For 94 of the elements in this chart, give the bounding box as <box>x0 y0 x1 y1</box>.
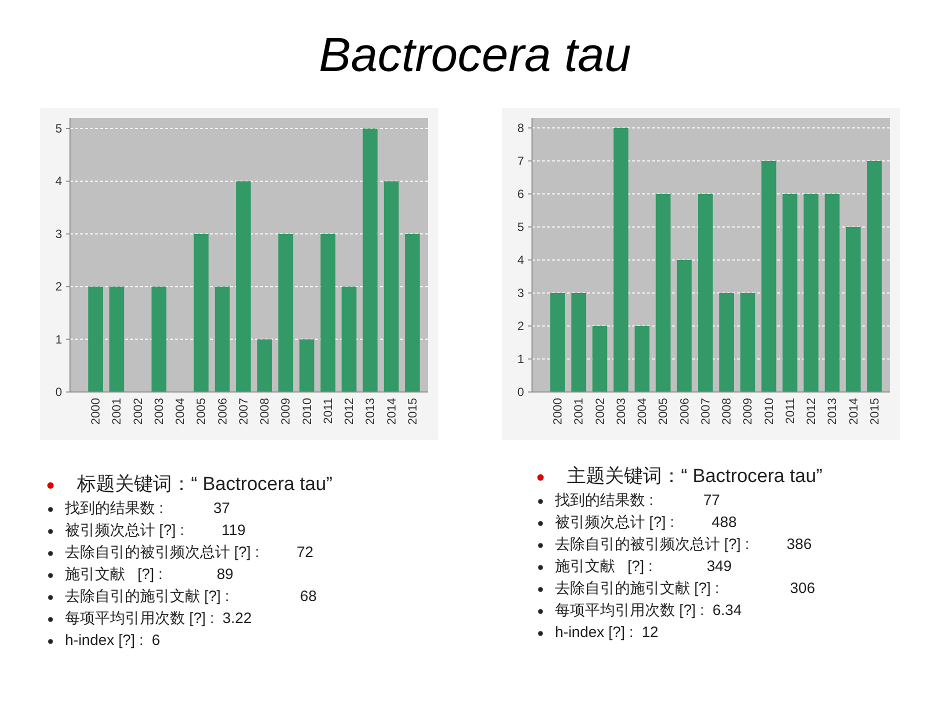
text: h-index [?] : 6 <box>64 631 162 651</box>
bar <box>278 234 294 392</box>
x-tick-label: 2010 <box>762 398 776 425</box>
text: 去除自引的施引文献 [?] : 306 <box>554 579 816 599</box>
x-tick-label: 2008 <box>258 398 272 425</box>
bar <box>342 286 356 392</box>
y-tick-label: 2 <box>517 318 524 333</box>
bar <box>550 292 565 392</box>
y-tick-label: 1 <box>517 352 524 366</box>
y-tick-label: 5 <box>55 122 62 136</box>
y-tick-label: 5 <box>517 220 524 234</box>
bar <box>740 292 756 392</box>
x-tick-label: 2012 <box>342 398 356 425</box>
x-tick-label: 2005 <box>656 398 670 425</box>
text: 每项平均引用次数 [?] : 3.22 <box>64 609 253 629</box>
bar <box>634 326 650 392</box>
x-tick-label: 2015 <box>405 398 420 425</box>
x-tick-label: 2013 <box>825 398 840 425</box>
text: 主题关键词：“ Bactrocera tau” <box>566 465 822 489</box>
bar <box>782 194 798 392</box>
x-tick-label: 2002 <box>592 398 607 425</box>
text: h-index [?] : 12 <box>554 623 660 643</box>
bar <box>257 339 272 392</box>
x-tick-label: 2009 <box>278 398 293 425</box>
bar <box>214 286 230 392</box>
bar <box>109 286 124 392</box>
y-tick-label: 2 <box>55 280 62 294</box>
x-tick-label: 2003 <box>614 398 628 425</box>
x-tick-label: 2008 <box>720 398 734 425</box>
text: 找到的结果数 : 37 <box>64 499 232 519</box>
bar <box>719 292 734 392</box>
text: 标题关键词：“ Bactrocera tau” <box>76 473 332 497</box>
text: 施引文献 [?] : 89 <box>64 565 234 585</box>
bar <box>362 128 378 392</box>
x-tick-label: 2004 <box>635 398 650 425</box>
bar <box>88 286 103 392</box>
bar <box>571 292 586 392</box>
bar <box>614 128 628 392</box>
bar <box>698 194 713 392</box>
x-tick-label: 2000 <box>88 398 103 425</box>
bar <box>846 226 861 392</box>
bar <box>761 160 776 392</box>
y-tick-label: 0 <box>517 385 524 399</box>
text: 每项平均引用次数 [?] : 6.34 <box>554 601 743 621</box>
x-tick-label: 2010 <box>300 398 314 425</box>
bar <box>236 181 251 392</box>
bar <box>592 326 608 392</box>
x-tick-label: 2012 <box>804 398 818 425</box>
y-tick-label: 8 <box>517 120 524 135</box>
y-tick-label: 3 <box>517 286 524 300</box>
bar <box>320 234 336 392</box>
text: 去除自引的施引文献 [?] : 68 <box>64 587 318 607</box>
y-tick-label: 7 <box>517 154 524 168</box>
bar <box>676 260 692 392</box>
y-tick-label: 1 <box>55 332 62 346</box>
y-tick-label: 4 <box>517 252 524 267</box>
text: 被引频次总计 [?] : 119 <box>64 521 247 541</box>
chart-title: Bactrocera tau <box>318 28 632 83</box>
y-tick-label: 0 <box>55 385 62 399</box>
x-tick-label: 2011 <box>782 398 797 424</box>
bar <box>867 160 882 392</box>
x-tick-label: 2001 <box>572 398 586 425</box>
x-tick-label: 2014 <box>384 398 398 425</box>
x-tick-label: 2000 <box>550 398 565 425</box>
bar <box>299 339 314 392</box>
x-tick-label: 2011 <box>320 398 335 424</box>
bar <box>656 194 671 392</box>
x-tick-label: 2006 <box>677 398 692 425</box>
x-tick-label: 2003 <box>152 398 166 425</box>
x-tick-label: 2001 <box>110 398 124 425</box>
x-tick-label: 2013 <box>363 398 378 425</box>
x-tick-label: 2014 <box>846 398 860 425</box>
x-tick-label: 2005 <box>194 398 208 425</box>
x-tick-label: 2015 <box>867 398 882 425</box>
x-tick-label: 2002 <box>130 398 145 425</box>
text: 去除自引的被引频次总计 [?] : 386 <box>554 535 813 555</box>
x-tick-label: 2004 <box>173 398 188 425</box>
x-tick-label: 2006 <box>215 398 230 425</box>
text: 被引频次总计 [?] : 488 <box>554 513 738 533</box>
x-tick-label: 2007 <box>236 398 250 425</box>
bar <box>384 181 399 392</box>
bar <box>405 234 420 392</box>
y-tick-label: 3 <box>55 226 62 241</box>
bar <box>804 194 818 392</box>
bar <box>824 194 840 392</box>
x-tick-label: 2009 <box>740 398 755 425</box>
y-tick-label: 6 <box>517 186 524 201</box>
text: 找到的结果数 : 77 <box>554 491 722 511</box>
x-tick-label: 2007 <box>698 398 712 425</box>
bar <box>194 234 209 392</box>
bar <box>152 286 166 392</box>
text: 去除自引的被引频次总计 [?] : 72 <box>64 543 314 563</box>
y-tick-label: 4 <box>55 174 62 188</box>
text: 施引文献 [?] : 349 <box>554 557 733 577</box>
